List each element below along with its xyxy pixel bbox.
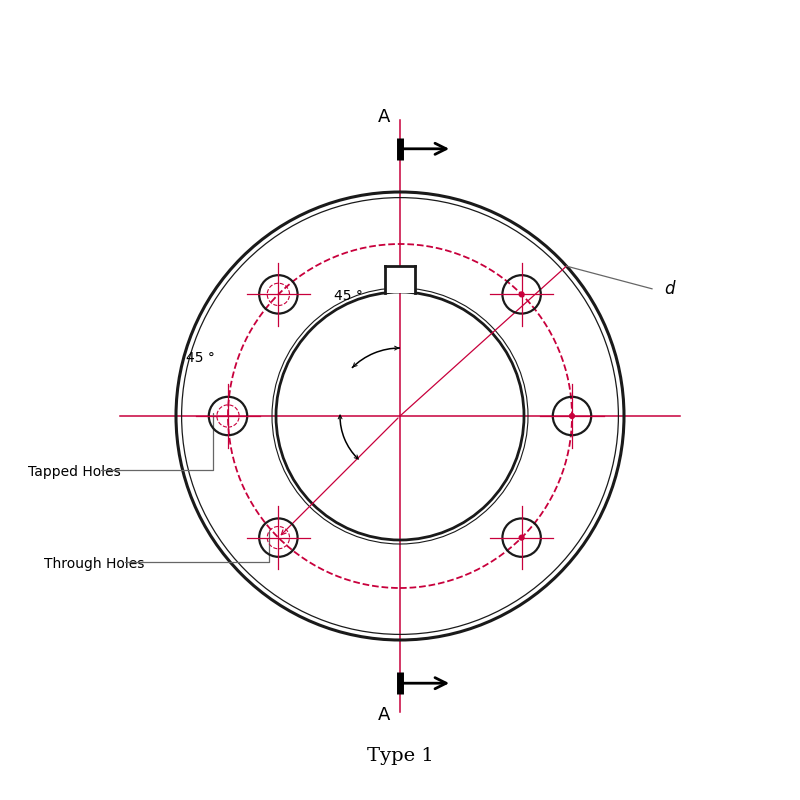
Circle shape [519, 292, 524, 297]
Circle shape [570, 414, 574, 418]
Circle shape [519, 535, 524, 540]
Text: 45 °: 45 ° [186, 351, 214, 366]
Text: A: A [378, 706, 390, 725]
Text: Through Holes: Through Holes [44, 557, 144, 571]
Text: A: A [378, 107, 390, 126]
Text: d: d [664, 280, 674, 298]
Bar [385, 266, 415, 293]
Text: 45 °: 45 ° [334, 289, 362, 303]
Text: Type 1: Type 1 [366, 747, 434, 765]
Text: Tapped Holes: Tapped Holes [28, 465, 121, 479]
